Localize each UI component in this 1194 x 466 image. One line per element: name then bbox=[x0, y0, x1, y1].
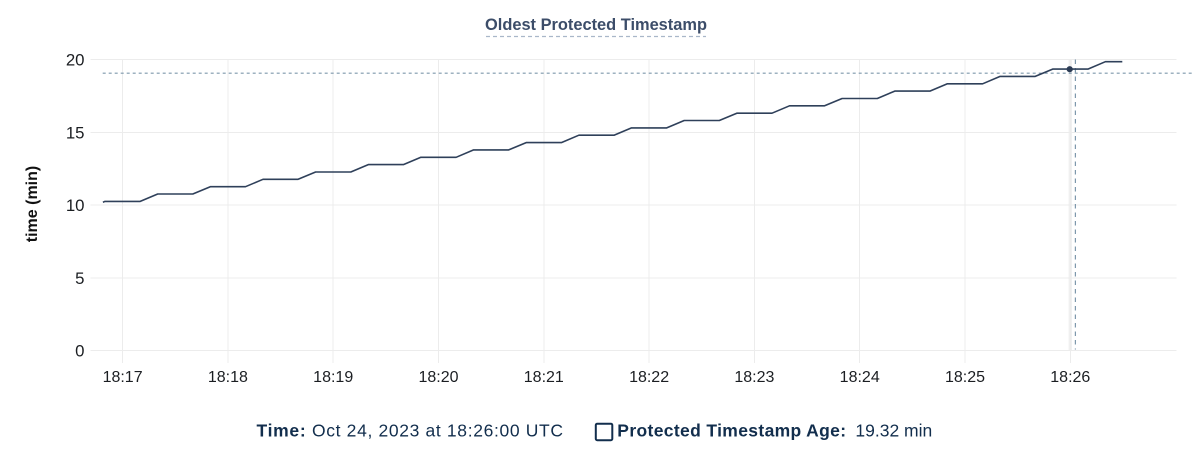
svg-text:18:21: 18:21 bbox=[524, 369, 564, 386]
svg-text:18:18: 18:18 bbox=[208, 369, 248, 386]
svg-text:18:24: 18:24 bbox=[840, 369, 880, 386]
svg-text:0: 0 bbox=[75, 342, 84, 361]
svg-text:15: 15 bbox=[66, 123, 85, 142]
svg-text:18:25: 18:25 bbox=[945, 369, 985, 386]
svg-text:Oct 24, 2023 at 18:26:00 UTC: Oct 24, 2023 at 18:26:00 UTC bbox=[312, 420, 564, 440]
svg-text:10: 10 bbox=[66, 196, 85, 215]
svg-text:18:26: 18:26 bbox=[1050, 369, 1090, 386]
svg-text:18:20: 18:20 bbox=[418, 369, 458, 386]
svg-text:20: 20 bbox=[66, 51, 85, 70]
svg-text:Time:: Time: bbox=[257, 420, 307, 440]
svg-text:Protected Timestamp Age:: Protected Timestamp Age: bbox=[617, 420, 846, 440]
svg-text:18:19: 18:19 bbox=[313, 369, 353, 386]
svg-text:18:17: 18:17 bbox=[103, 369, 143, 386]
svg-text:Oldest Protected Timestamp: Oldest Protected Timestamp bbox=[485, 16, 707, 34]
svg-text:5: 5 bbox=[75, 269, 84, 288]
svg-text:18:23: 18:23 bbox=[734, 369, 774, 386]
svg-text:19.32 min: 19.32 min bbox=[855, 420, 932, 440]
svg-text:18:22: 18:22 bbox=[629, 369, 669, 386]
svg-text:time (min): time (min) bbox=[24, 166, 41, 242]
